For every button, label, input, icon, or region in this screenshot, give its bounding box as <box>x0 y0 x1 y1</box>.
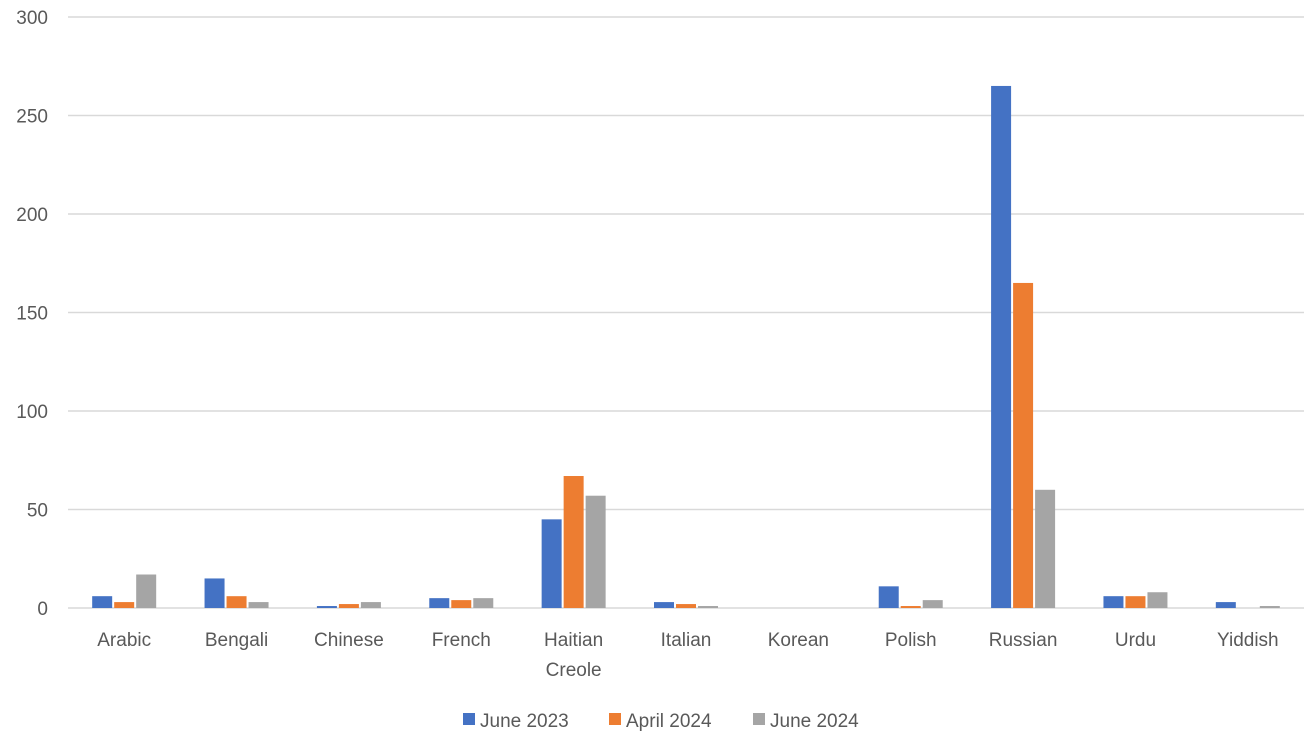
legend-label-june-2023: June 2023 <box>480 711 569 732</box>
bar-june-2024-bengali <box>248 602 269 608</box>
x-category-label: Urdu <box>1115 630 1156 651</box>
bars <box>92 85 1280 608</box>
bar-april-2024-french <box>451 600 472 608</box>
x-category-label: Chinese <box>314 630 384 651</box>
legend-swatch-april-2024 <box>609 713 621 725</box>
legend-label-june-2024: June 2024 <box>770 711 859 732</box>
gridlines <box>68 16 1304 609</box>
bar-april-2024-haitian-creole <box>563 476 584 608</box>
bar-april-2024-polish <box>900 606 921 608</box>
bar-april-2024-russian <box>1013 282 1034 608</box>
bar-june-2024-arabic <box>136 574 157 608</box>
y-tick-label: 100 <box>16 402 48 423</box>
bar-june-2023-urdu <box>1103 596 1124 608</box>
y-tick-label: 250 <box>16 107 48 128</box>
x-category-label: Yiddish <box>1217 630 1279 651</box>
bar-june-2024-french <box>473 598 494 608</box>
bar-june-2024-italian <box>698 606 718 608</box>
x-category-label: Russian <box>989 630 1058 651</box>
bar-june-2023-french <box>429 598 450 608</box>
x-category-label: French <box>432 630 491 651</box>
bar-june-2024-chinese <box>360 602 381 608</box>
bar-june-2023-russian <box>991 85 1012 608</box>
bar-april-2024-arabic <box>114 602 135 608</box>
bar-june-2023-chinese <box>316 606 337 608</box>
bar-april-2024-urdu <box>1125 596 1146 608</box>
bar-june-2024-russian <box>1035 489 1056 608</box>
bar-june-2024-yiddish <box>1259 606 1280 608</box>
bar-april-2024-bengali <box>226 596 247 608</box>
bar-june-2023-bengali <box>204 578 225 608</box>
x-category-label: Creole <box>546 660 602 681</box>
bar-april-2024-chinese <box>338 604 359 608</box>
bar-june-2023-arabic <box>92 596 113 608</box>
x-category-label: Korean <box>768 630 829 651</box>
legend-swatch-june-2023 <box>463 713 475 725</box>
y-tick-label: 50 <box>27 501 48 522</box>
x-category-label: Bengali <box>205 630 268 651</box>
bar-june-2023-yiddish <box>1215 602 1236 608</box>
bar-june-2023-italian <box>654 602 674 608</box>
x-category-label: Arabic <box>97 630 151 651</box>
x-category-label: Italian <box>661 630 712 651</box>
x-category-label: Haitian <box>544 630 603 651</box>
bar-june-2023-haitian-creole <box>541 519 562 608</box>
legend: June 2023 April 2024 June 2024 <box>463 711 859 732</box>
legend-swatch-june-2024 <box>753 713 765 725</box>
x-category-label: Polish <box>885 630 937 651</box>
x-axis-category-labels: Arabic Bengali Chinese French Haitian Creole I… <box>97 630 1278 681</box>
legend-label-april-2024: April 2024 <box>626 711 712 732</box>
y-axis-tick-labels: 0 50 100 150 200 250 300 <box>16 8 48 620</box>
bar-june-2023-polish <box>878 586 899 608</box>
bar-june-2024-haitian-creole <box>585 495 606 608</box>
y-tick-label: 300 <box>16 8 48 29</box>
bar-june-2024-urdu <box>1147 592 1168 608</box>
y-tick-label: 0 <box>37 599 48 620</box>
y-tick-label: 150 <box>16 304 48 325</box>
bar-april-2024-italian <box>676 604 696 608</box>
y-tick-label: 200 <box>16 205 48 226</box>
bar-june-2024-polish <box>922 600 943 608</box>
